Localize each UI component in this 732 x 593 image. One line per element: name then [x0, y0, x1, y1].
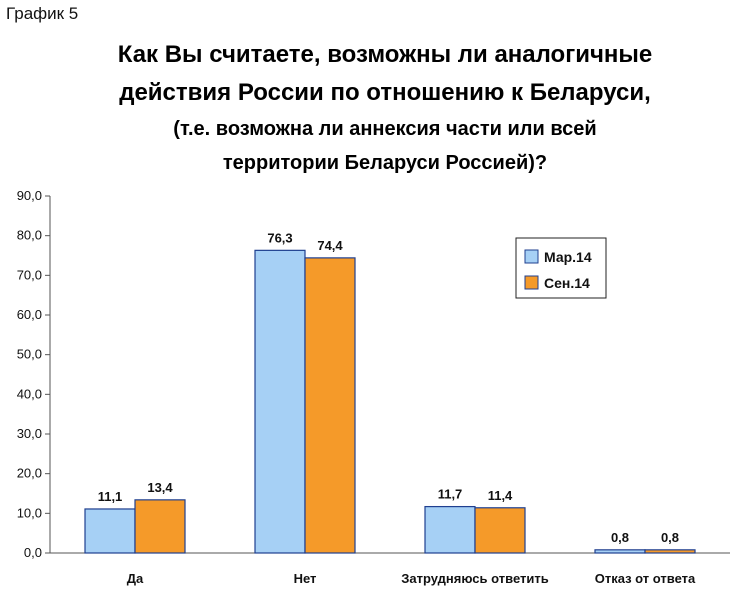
bar — [474, 507, 526, 554]
legend-swatch — [524, 249, 539, 264]
figure-label: График 5 — [6, 4, 79, 23]
bar — [644, 549, 696, 554]
chart-subtitle-line-1: (т.е. возможна ли аннексия части или все… — [173, 118, 597, 140]
data-label: 11,7 — [438, 487, 463, 502]
y-tick-label: 50,0 — [17, 347, 42, 362]
y-tick-label: 80,0 — [17, 228, 42, 243]
y-tick-label: 20,0 — [17, 466, 42, 481]
data-label: 11,4 — [488, 488, 513, 503]
chart-title-line-2: действия России по отношению к Беларуси, — [119, 79, 651, 106]
y-tick-label: 40,0 — [17, 386, 42, 401]
x-category-label: Да — [127, 571, 144, 586]
chart-title-line-1: Как Вы считаете, возможны ли аналогичные — [117, 41, 653, 68]
x-category-label: Затрудняюсь ответить — [401, 571, 548, 586]
data-label: 76,3 — [267, 230, 292, 245]
legend-label: Сен.14 — [544, 275, 590, 291]
y-tick-label: 30,0 — [17, 426, 42, 441]
legend-swatch — [524, 275, 539, 290]
x-category-label: Нет — [294, 571, 317, 586]
y-tick-label: 0,0 — [24, 545, 42, 560]
y-tick-label: 70,0 — [17, 267, 42, 282]
data-label: 13,4 — [147, 480, 173, 495]
y-tick-label: 90,0 — [17, 188, 42, 203]
bar — [304, 257, 356, 554]
y-tick-label: 60,0 — [17, 307, 42, 322]
chart-subtitle-line-2: территории Беларуси Россией)? — [222, 152, 548, 174]
bar — [594, 549, 646, 554]
legend-label: Мар.14 — [544, 249, 592, 265]
x-category-label: Отказ от ответа — [595, 571, 696, 586]
bar — [424, 505, 476, 554]
data-label: 74,4 — [317, 238, 343, 253]
bar — [84, 508, 136, 554]
bar — [254, 249, 306, 554]
chart-title: Как Вы считаете, возможны ли аналогичные… — [40, 36, 730, 180]
bar — [134, 499, 186, 554]
data-label: 0,8 — [661, 530, 679, 545]
y-tick-label: 10,0 — [17, 505, 42, 520]
data-label: 0,8 — [611, 530, 629, 545]
data-label: 11,1 — [98, 489, 123, 504]
